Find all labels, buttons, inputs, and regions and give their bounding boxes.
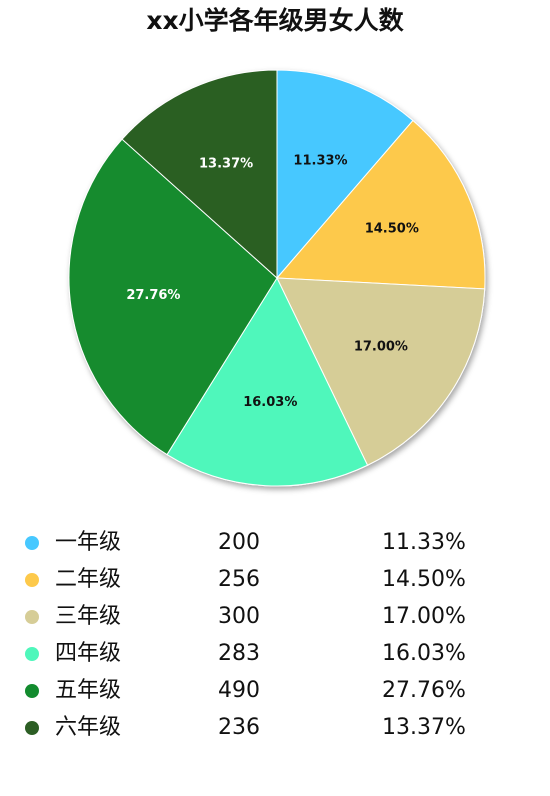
legend-percent: 17.00% [382,604,466,629]
pie-slice [166,276,369,487]
legend-value: 200 [218,530,260,555]
legend-percent: 16.03% [382,641,466,666]
legend-marker [25,684,39,698]
legend-item: 六年级 236 13.37% [0,710,550,746]
legend-percent: 11.33% [382,530,466,555]
pie-slice [68,138,278,456]
legend-item: 五年级 490 27.76% [0,673,550,709]
slice-data-label: 11.33% [293,154,347,169]
legend-label: 六年级 [55,715,122,740]
legend-marker [25,610,39,624]
legend-value: 300 [218,604,260,629]
legend-item: 三年级 300 17.00% [0,599,550,635]
pie-slice [276,277,486,466]
legend-label: 三年级 [55,604,122,629]
pie-chart: 11.33% 14.50% 17.00% 16.03% 27.76% 13.37% [68,69,486,487]
slice-data-label: 14.50% [365,222,419,237]
legend-value: 283 [218,641,260,666]
slice-data-label: 27.76% [126,288,180,303]
legend-value: 236 [218,715,260,740]
legend-marker [25,721,39,735]
legend-label: 一年级 [55,530,122,555]
legend-item: 四年级 283 16.03% [0,636,550,672]
slice-data-label: 17.00% [354,340,408,355]
legend-value: 490 [218,678,260,703]
legend-marker [25,536,39,550]
slice-data-label: 13.37% [199,157,253,172]
legend-item: 二年级 256 14.50% [0,562,550,598]
legend-item: 一年级 200 11.33% [0,525,550,561]
legend-percent: 13.37% [382,715,466,740]
legend-marker [25,573,39,587]
slice-data-label: 16.03% [243,395,297,410]
chart-title: xx小学各年级男女人数 [146,6,404,35]
pie-slice [121,69,278,280]
legend-label: 五年级 [55,678,122,703]
legend-label: 四年级 [55,641,122,666]
legend-percent: 14.50% [382,567,466,592]
legend-marker [25,647,39,661]
legend-percent: 27.76% [382,678,466,703]
legend-label: 二年级 [55,567,122,592]
pie-slice [276,69,414,280]
pie-slice [275,119,486,290]
legend-value: 256 [218,567,260,592]
